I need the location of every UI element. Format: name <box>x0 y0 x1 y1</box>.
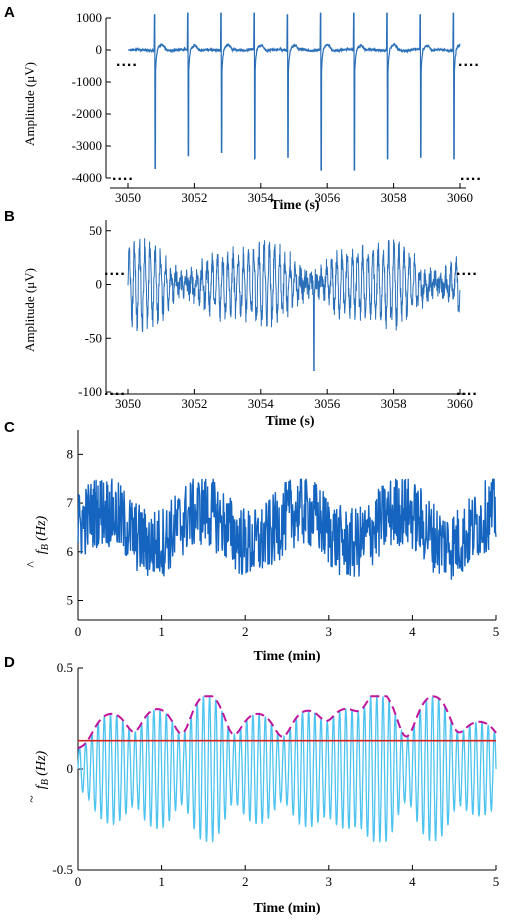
y-tick-label: 0 <box>96 42 103 57</box>
y-tick-label: 1000 <box>76 10 102 25</box>
panel-c: C 5 6 7 8 0 1 2 3 4 5 Time (min) fB (Hz) ^ <box>4 419 499 664</box>
x-tick-label: 3 <box>326 624 333 639</box>
x-tick-label: 1 <box>158 874 165 889</box>
panel-b-signal <box>127 238 461 371</box>
panel-b-dots-left-top: .... <box>104 262 126 279</box>
x-tick-label: 3 <box>326 874 333 889</box>
x-tick-label: 3058 <box>381 190 407 205</box>
y-tick-label: -3000 <box>72 138 102 153</box>
y-tick-label: -0.5 <box>52 862 73 877</box>
x-tick-label: 5 <box>493 874 500 889</box>
panel-label-c: C <box>4 419 15 436</box>
x-tick-label: 3052 <box>181 396 207 411</box>
y-tick-label: -4000 <box>72 170 102 185</box>
panel-b-ticks: -100 -50 0 50 3050 3052 3054 3056 3058 3060 <box>78 220 473 411</box>
x-tick-label: 1 <box>158 624 165 639</box>
panel-b-xlabel: Time (s) <box>265 414 314 429</box>
x-tick-label: 0 <box>75 874 82 889</box>
panel-d-ylabel: fB (Hz) ~ <box>25 750 51 803</box>
svg-text:fB (Hz): fB (Hz) <box>34 750 51 789</box>
x-tick-label: 4 <box>409 874 416 889</box>
panel-a-dots-left-bottom: .... <box>112 167 134 184</box>
x-tick-label: 3060 <box>447 396 473 411</box>
panel-d-oscillation <box>77 694 497 844</box>
x-tick-label: 5 <box>493 624 500 639</box>
y-tick-label: 7 <box>67 495 74 510</box>
panel-a-signal <box>128 12 461 171</box>
x-tick-label: 3060 <box>447 190 473 205</box>
x-tick-label: 3058 <box>381 396 407 411</box>
x-tick-label: 3050 <box>115 396 141 411</box>
panel-d-xlabel: Time (min) <box>253 901 320 916</box>
svg-text:~: ~ <box>25 795 40 803</box>
panel-a-dots-right-top: .... <box>458 53 480 70</box>
x-tick-label: 4 <box>409 624 416 639</box>
panel-b-dots-right-top: .... <box>456 262 478 279</box>
y-tick-label: 50 <box>89 223 102 238</box>
panel-d: D -0.500.50 1 2 3 4 5 Time (min) fB (Hz) ~ <box>4 654 499 916</box>
y-tick-label: 0 <box>96 277 103 292</box>
panel-b: B -100 -50 0 50 3050 3052 3054 3056 3058 3060 Tim… <box>4 208 478 429</box>
panel-c-xlabel: Time (min) <box>253 649 320 664</box>
svg-text:fB (Hz): fB (Hz) <box>34 515 51 554</box>
panel-label-b: B <box>4 208 15 225</box>
panel-c-signal <box>77 478 497 580</box>
panel-b-dots-right-bottom: .... <box>456 382 478 399</box>
svg-text:^: ^ <box>25 561 40 568</box>
panel-c-ylabel: fB (Hz) ^ <box>25 515 51 568</box>
panel-d-ticks: -0.500.50 1 2 3 4 5 <box>52 660 499 889</box>
x-tick-label: 2 <box>242 874 249 889</box>
panel-label-a: A <box>4 4 15 21</box>
y-tick-label: 6 <box>67 544 74 559</box>
panel-a: A -4000 -3000 -2000 -1000 0 1000 3050 3052 3054 3… <box>4 4 482 213</box>
y-tick-label: 0 <box>67 761 74 776</box>
x-tick-label: 3050 <box>115 190 141 205</box>
panel-a-dots-left-top: .... <box>116 53 138 70</box>
x-tick-label: 3056 <box>314 190 341 205</box>
x-tick-label: 2 <box>242 624 249 639</box>
panel-label-d: D <box>4 654 15 671</box>
y-tick-label: 5 <box>67 593 74 608</box>
panel-a-dots-right-bottom: .... <box>460 167 482 184</box>
y-tick-label: -100 <box>78 384 102 399</box>
y-tick-label: 0.5 <box>57 660 73 675</box>
x-tick-label: 3054 <box>248 190 275 205</box>
panel-b-dots-left-bottom: .... <box>104 382 126 399</box>
x-tick-label: 0 <box>75 624 82 639</box>
panel-b-ylabel: Amplitude (μV) <box>22 268 37 352</box>
y-tick-label: -1000 <box>72 74 102 89</box>
panel-a-xlabel: Time (s) <box>270 198 319 213</box>
panel-d-envelope <box>77 695 497 749</box>
y-tick-label: -50 <box>85 330 102 345</box>
panel-a-ticks: -4000 -3000 -2000 -1000 0 1000 3050 3052 3054 305… <box>72 10 473 205</box>
y-tick-label: -2000 <box>72 106 102 121</box>
x-tick-label: 3052 <box>181 190 207 205</box>
panel-a-ylabel: Amplitude (μV) <box>22 62 37 146</box>
y-tick-label: 8 <box>67 446 74 461</box>
x-tick-label: 3056 <box>314 396 341 411</box>
x-tick-label: 3054 <box>248 396 275 411</box>
